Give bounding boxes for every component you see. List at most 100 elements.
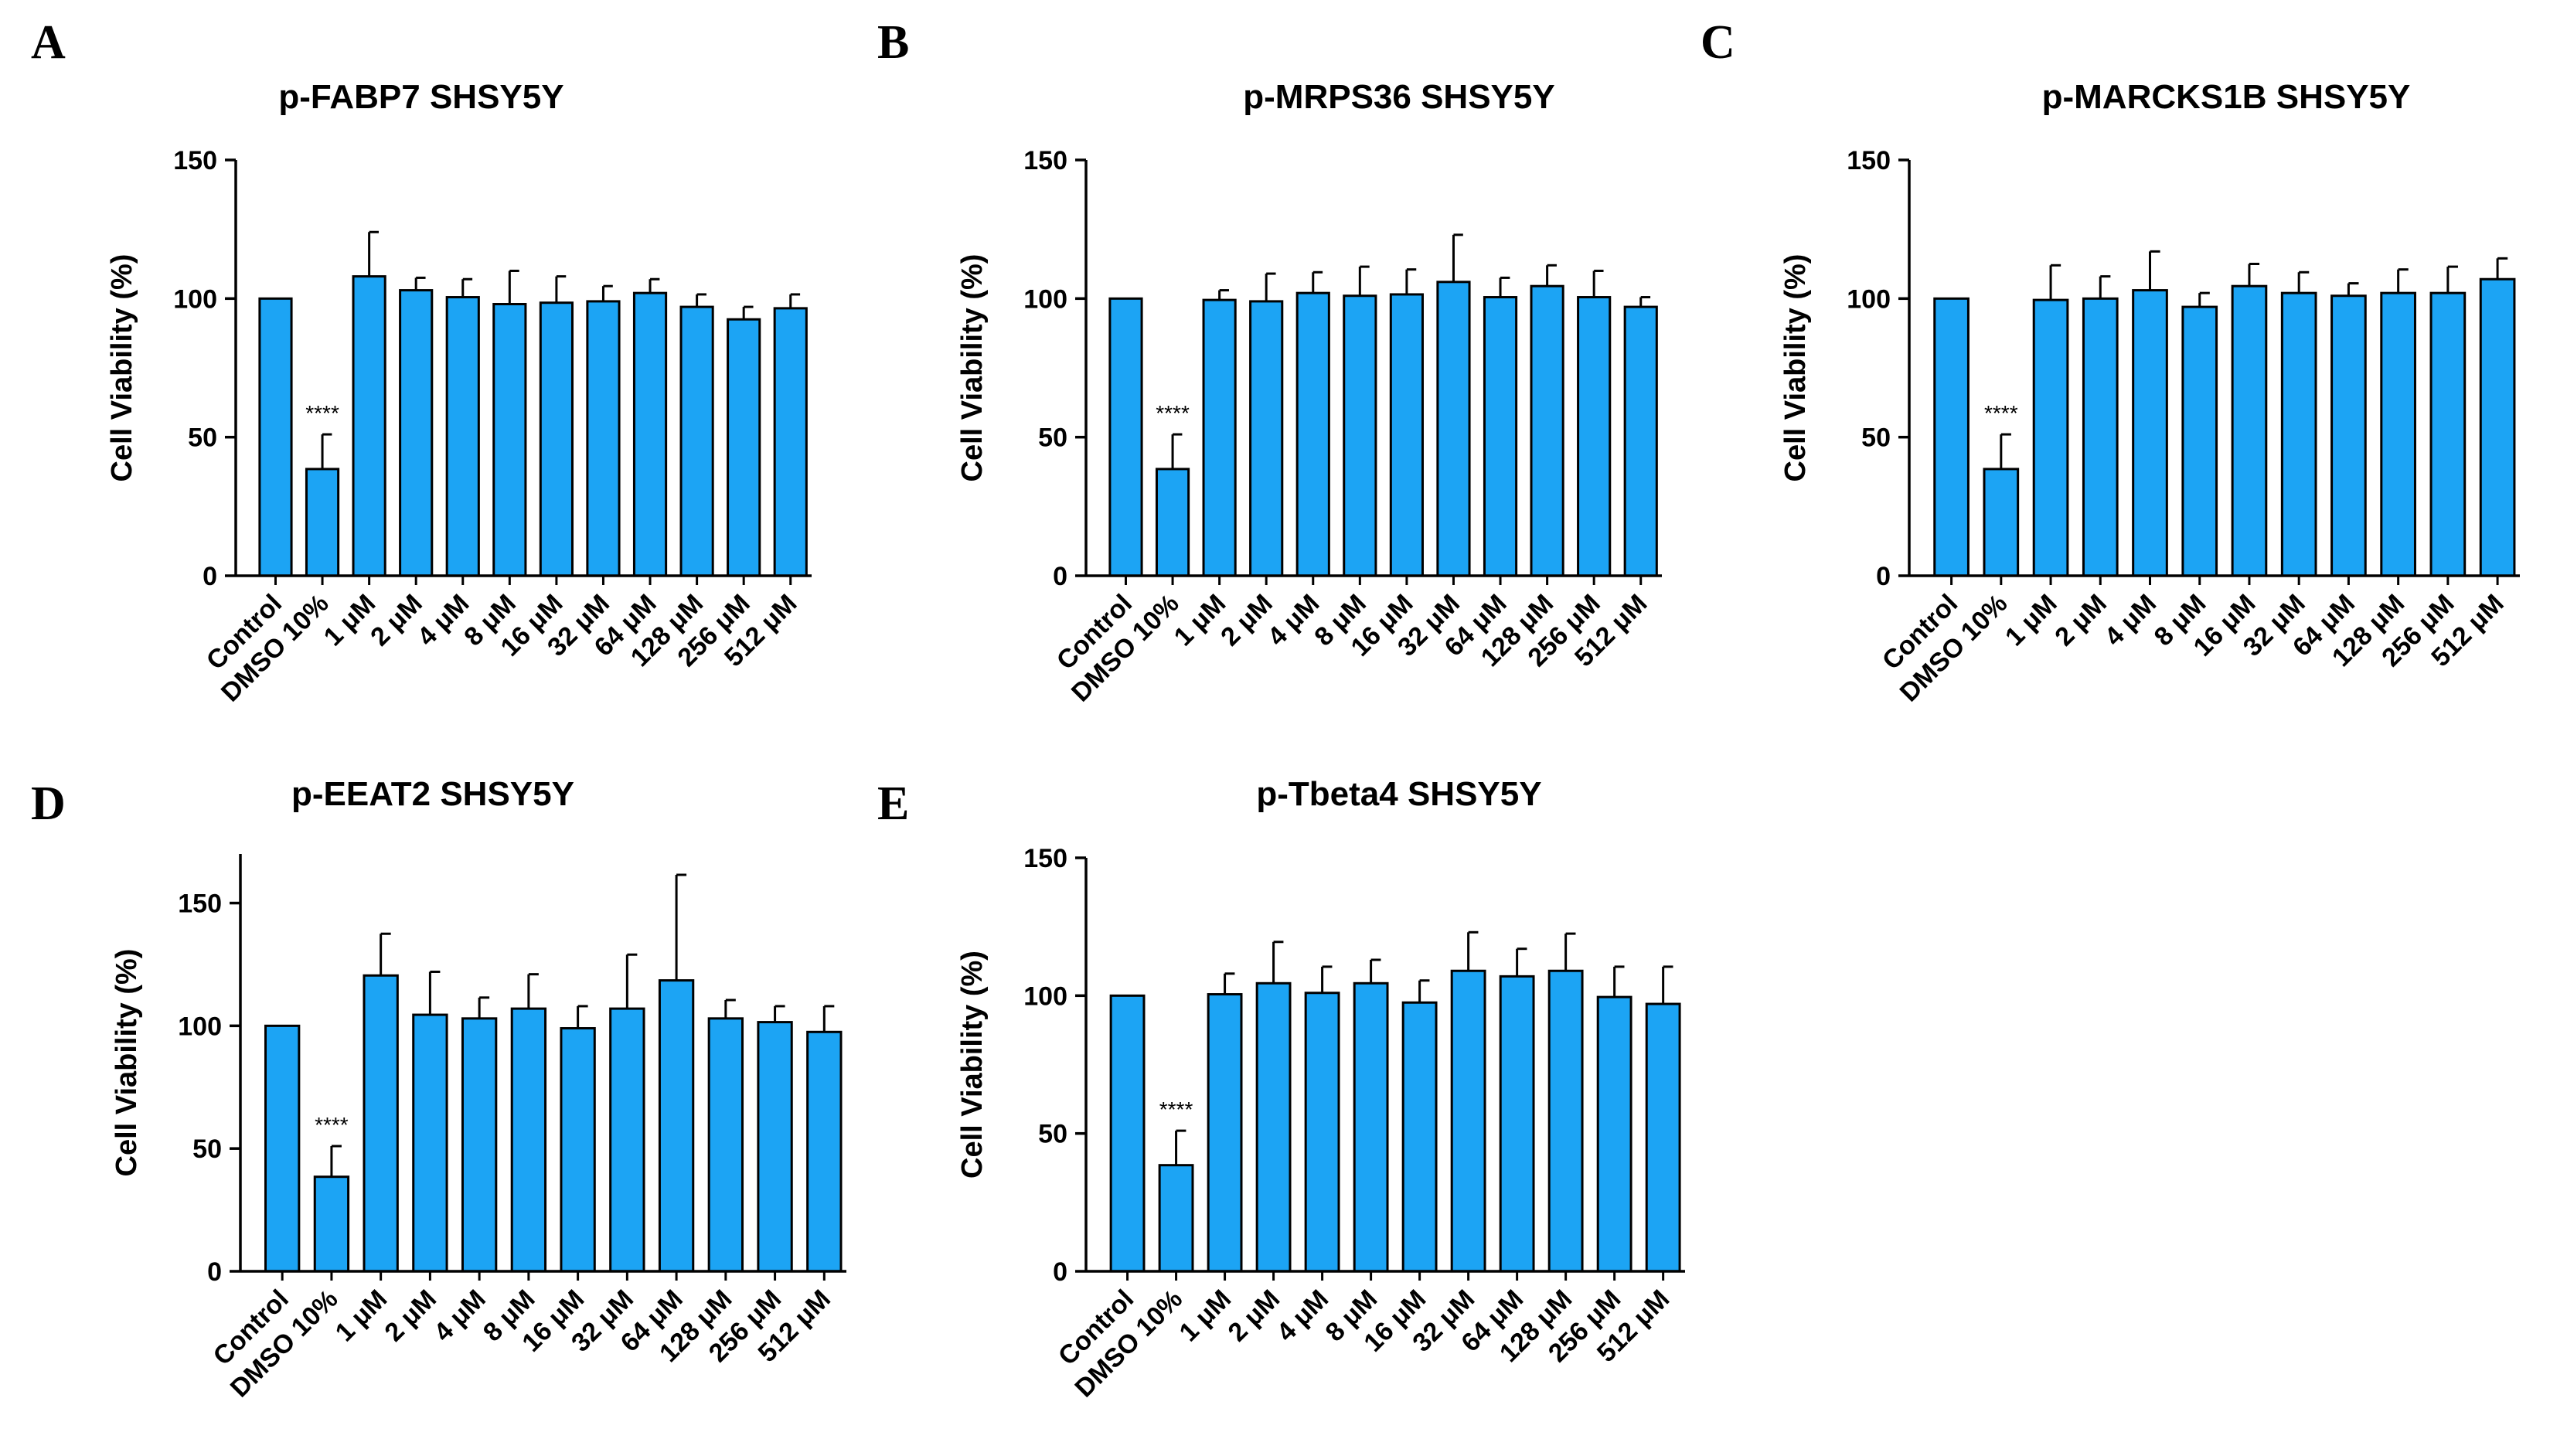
bar xyxy=(305,468,340,577)
significance-label: **** xyxy=(305,401,339,425)
significance-label: **** xyxy=(315,1113,349,1137)
category-label: 4 μM xyxy=(412,589,475,652)
bar xyxy=(1108,297,1143,577)
category-label: 1 μM xyxy=(330,1284,393,1348)
y-tick-label: 50 xyxy=(188,424,217,453)
y-tick-label: 150 xyxy=(173,146,217,175)
panel-letter: D xyxy=(31,777,66,830)
bar xyxy=(2280,291,2317,577)
category-label: 1 μM xyxy=(318,589,382,652)
chart-title: p-MRPS36 SHSY5Y xyxy=(1243,78,1554,116)
bar xyxy=(2032,298,2069,577)
bar xyxy=(313,1175,350,1273)
y-tick-label: 100 xyxy=(1847,284,1891,314)
category-label: 4 μM xyxy=(2099,589,2163,652)
bar xyxy=(1295,291,1330,577)
category-label: 2 μM xyxy=(365,589,428,652)
bar xyxy=(2429,291,2467,577)
category-label: 1 μM xyxy=(2000,589,2063,652)
y-tick-label: 100 xyxy=(173,284,217,314)
y-tick-label: 150 xyxy=(1023,146,1067,175)
panel-letter: E xyxy=(877,777,909,830)
bar xyxy=(1450,969,1486,1273)
bar xyxy=(609,1007,645,1273)
y-axis-label: Cell Viability (%) xyxy=(106,254,138,482)
category-label: 1 μM xyxy=(1174,1284,1238,1348)
bar xyxy=(2380,291,2416,577)
category-label: 4 μM xyxy=(428,1284,492,1348)
significance-label: **** xyxy=(1156,401,1190,425)
bar xyxy=(1353,981,1389,1273)
bar xyxy=(1249,300,1284,577)
chart-title: p-Tbeta4 SHSY5Y xyxy=(1256,775,1541,813)
bar xyxy=(412,1013,448,1273)
y-tick-label: 50 xyxy=(1038,424,1067,453)
bar xyxy=(2479,277,2516,577)
bar xyxy=(1933,297,1970,577)
bar xyxy=(1255,981,1292,1273)
bar xyxy=(1389,293,1424,577)
panel-letter: C xyxy=(1701,16,1735,69)
bar xyxy=(1499,975,1535,1273)
bar xyxy=(632,291,668,577)
significance-label: **** xyxy=(1159,1097,1193,1121)
bar xyxy=(658,979,695,1273)
bar xyxy=(1645,1002,1681,1273)
bar xyxy=(363,974,399,1273)
y-tick-label: 0 xyxy=(1053,562,1067,591)
y-tick-label: 0 xyxy=(1053,1257,1067,1287)
bar xyxy=(1207,993,1243,1273)
category-label: 4 μM xyxy=(1262,589,1326,652)
chart-title: p-MARCKS1B SHSY5Y xyxy=(2042,78,2411,116)
bar xyxy=(1202,298,1237,577)
y-tick-label: 100 xyxy=(1023,981,1067,1011)
bar xyxy=(1155,468,1190,577)
bar xyxy=(679,305,714,577)
y-tick-label: 0 xyxy=(203,562,217,591)
y-tick-label: 0 xyxy=(207,1257,222,1287)
panel-letter: B xyxy=(877,16,909,69)
bar xyxy=(1623,305,1658,577)
bar xyxy=(1436,281,1471,577)
bar xyxy=(1483,296,1518,577)
y-tick-label: 100 xyxy=(1023,284,1067,314)
y-axis-label: Cell Viability (%) xyxy=(111,949,143,1177)
bar xyxy=(1304,992,1340,1273)
bar xyxy=(1983,468,2020,577)
y-tick-label: 150 xyxy=(1023,844,1067,873)
y-tick-label: 50 xyxy=(1038,1120,1067,1149)
y-tick-label: 0 xyxy=(1876,562,1891,591)
chart-title: p-EEAT2 SHSY5Y xyxy=(291,775,574,813)
bar xyxy=(2181,305,2218,577)
bar xyxy=(1530,284,1564,577)
bar xyxy=(773,307,808,577)
bar xyxy=(1596,995,1632,1273)
bar xyxy=(757,1021,793,1273)
chart-title: p-FABP7 SHSY5Y xyxy=(278,78,563,116)
y-axis-label: Cell Viability (%) xyxy=(956,254,989,482)
bar xyxy=(539,301,574,577)
bar xyxy=(352,275,386,577)
bar xyxy=(510,1007,547,1273)
bar xyxy=(1158,1164,1194,1273)
bar xyxy=(586,300,621,577)
bar xyxy=(1109,994,1146,1273)
bar xyxy=(806,1030,843,1273)
bar xyxy=(399,289,434,577)
y-tick-label: 50 xyxy=(192,1135,222,1164)
panel-letter: A xyxy=(31,16,66,69)
bar xyxy=(2082,297,2119,577)
bar xyxy=(2330,294,2367,577)
bar xyxy=(264,1024,301,1273)
bar xyxy=(1547,969,1584,1273)
bar xyxy=(727,318,761,577)
bar xyxy=(2132,289,2168,577)
y-axis-label: Cell Viability (%) xyxy=(1779,254,1812,482)
bar xyxy=(1577,296,1612,577)
y-tick-label: 150 xyxy=(178,890,222,919)
bar xyxy=(461,1017,498,1273)
